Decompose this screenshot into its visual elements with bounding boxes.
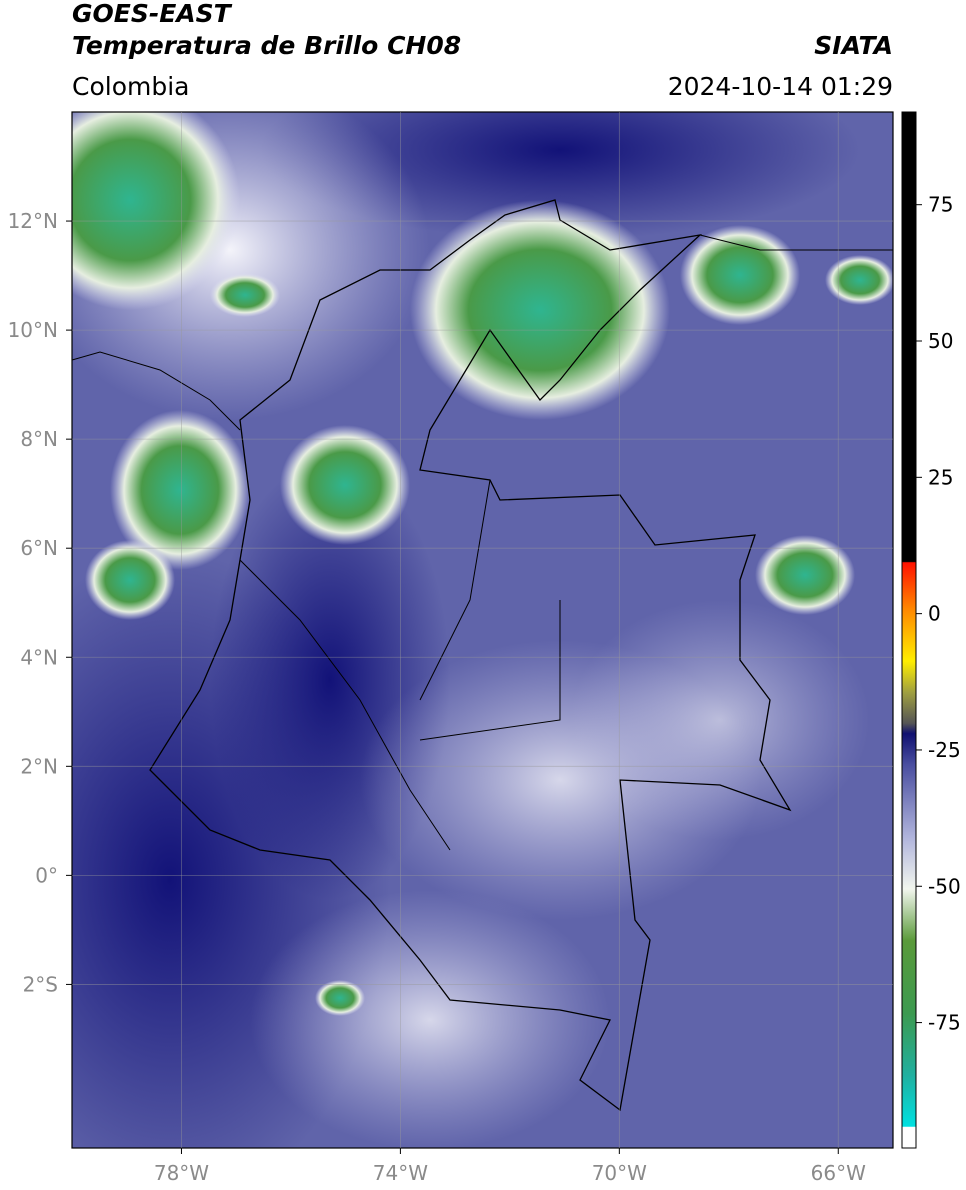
- colorbar-tick-label: -50: [928, 874, 961, 898]
- x-tick-label: 70°W: [592, 1161, 647, 1185]
- colorbar: [901, 111, 917, 1149]
- colorbar-tick-label: 75: [928, 193, 953, 217]
- title: GOES-EAST: [72, 0, 233, 28]
- region: Colombia: [72, 72, 189, 101]
- y-tick-label: 12°N: [8, 209, 58, 233]
- colorbar-tick-label: -75: [928, 1011, 961, 1035]
- satellite-image: [72, 112, 893, 1148]
- y-tick-label: 6°N: [20, 536, 58, 560]
- subtitle: Temperatura de Brillo CH08: [72, 31, 461, 60]
- y-tick-label: 10°N: [8, 318, 58, 342]
- y-tick-label: 2°N: [20, 754, 58, 778]
- x-tick-label: 78°W: [154, 1161, 209, 1185]
- source: SIATA: [814, 31, 893, 60]
- colorbar-tick-label: 0: [928, 602, 941, 626]
- datetime: 2024-10-14 01:29: [668, 72, 893, 101]
- colorbar-tick-label: 25: [928, 465, 953, 489]
- colorbar-tick-label: 50: [928, 329, 953, 353]
- map-frame: [71, 111, 894, 1149]
- y-tick-label: 8°N: [20, 427, 58, 451]
- colorbar-tick-label: -25: [928, 738, 961, 762]
- y-tick-label: 2°S: [23, 972, 58, 996]
- y-tick-label: 4°N: [20, 645, 58, 669]
- y-tick-label: 0°: [35, 863, 58, 887]
- x-tick-label: 74°W: [373, 1161, 428, 1185]
- x-tick-label: 66°W: [811, 1161, 866, 1185]
